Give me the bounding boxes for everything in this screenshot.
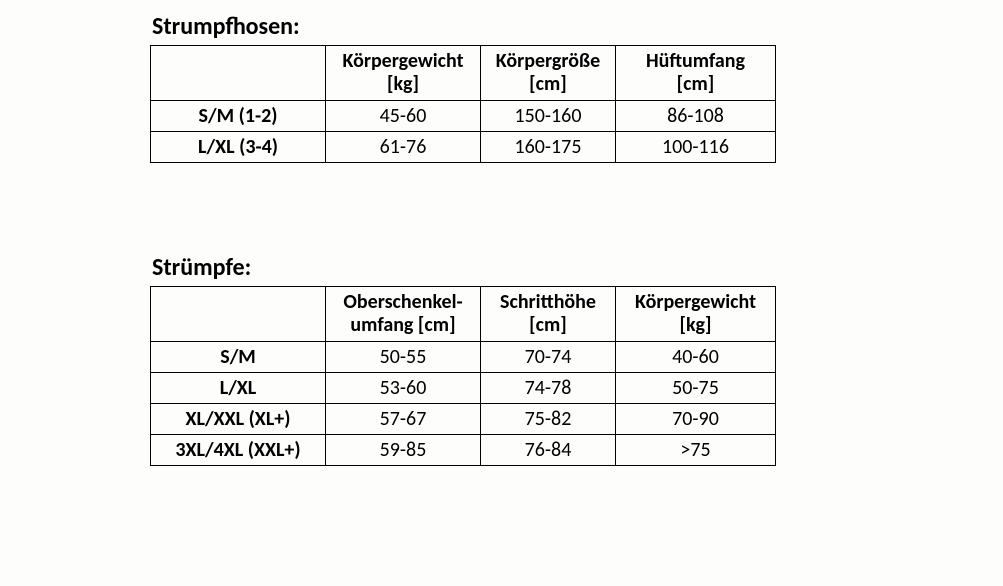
cell-value: 59-85 bbox=[326, 435, 481, 466]
cell-size: S/M bbox=[151, 342, 326, 373]
header-thigh: Oberschenkel- umfang [cm] bbox=[326, 287, 481, 342]
section-strumpfhosen: Strumpfhosen: Körpergewicht [kg] Körperg… bbox=[150, 12, 1003, 163]
table-row: L/XL (3-4) 61-76 160-175 100-116 bbox=[151, 132, 776, 163]
cell-value: 70-74 bbox=[481, 342, 616, 373]
cell-value: 45-60 bbox=[326, 101, 481, 132]
header-unit: [kg] bbox=[332, 73, 474, 96]
header-hip: Hüftumfang [cm] bbox=[616, 46, 776, 101]
title-struempfe: Strümpfe: bbox=[152, 253, 1003, 282]
cell-value: 160-175 bbox=[481, 132, 616, 163]
header-text: Oberschenkel- bbox=[332, 291, 474, 314]
table-row: S/M (1-2) 45-60 150-160 86-108 bbox=[151, 101, 776, 132]
cell-size: XL/XXL (XL+) bbox=[151, 404, 326, 435]
header-unit: umfang [cm] bbox=[332, 314, 474, 337]
table-header-row: Körpergewicht [kg] Körpergröße [cm] Hüft… bbox=[151, 46, 776, 101]
cell-value: 86-108 bbox=[616, 101, 776, 132]
cell-value: >75 bbox=[616, 435, 776, 466]
cell-value: 70-90 bbox=[616, 404, 776, 435]
header-unit: [kg] bbox=[622, 314, 769, 337]
cell-size: L/XL (3-4) bbox=[151, 132, 326, 163]
header-inseam: Schritthöhe [cm] bbox=[481, 287, 616, 342]
header-weight: Körpergewicht [kg] bbox=[326, 46, 481, 101]
header-unit: [cm] bbox=[622, 73, 769, 96]
table-row: XL/XXL (XL+) 57-67 75-82 70-90 bbox=[151, 404, 776, 435]
cell-value: 150-160 bbox=[481, 101, 616, 132]
table-row: L/XL 53-60 74-78 50-75 bbox=[151, 373, 776, 404]
table-struempfe: Oberschenkel- umfang [cm] Schritthöhe [c… bbox=[150, 286, 776, 466]
header-blank bbox=[151, 287, 326, 342]
header-unit: [cm] bbox=[487, 314, 609, 337]
cell-value: 61-76 bbox=[326, 132, 481, 163]
page: Strumpfhosen: Körpergewicht [kg] Körperg… bbox=[0, 0, 1003, 586]
header-text: Körpergewicht bbox=[622, 291, 769, 314]
cell-value: 74-78 bbox=[481, 373, 616, 404]
cell-value: 75-82 bbox=[481, 404, 616, 435]
cell-value: 50-55 bbox=[326, 342, 481, 373]
table-strumpfhosen: Körpergewicht [kg] Körpergröße [cm] Hüft… bbox=[150, 45, 776, 163]
header-text: Körpergewicht bbox=[332, 50, 474, 73]
cell-value: 76-84 bbox=[481, 435, 616, 466]
title-strumpfhosen: Strumpfhosen: bbox=[152, 12, 1003, 41]
cell-value: 53-60 bbox=[326, 373, 481, 404]
header-text: Schritthöhe bbox=[487, 291, 609, 314]
cell-size: 3XL/4XL (XXL+) bbox=[151, 435, 326, 466]
header-text: Körpergröße bbox=[487, 50, 609, 73]
cell-size: S/M (1-2) bbox=[151, 101, 326, 132]
table-row: S/M 50-55 70-74 40-60 bbox=[151, 342, 776, 373]
header-weight: Körpergewicht [kg] bbox=[616, 287, 776, 342]
header-height: Körpergröße [cm] bbox=[481, 46, 616, 101]
header-unit: [cm] bbox=[487, 73, 609, 96]
header-text: Hüftumfang bbox=[622, 50, 769, 73]
section-struempfe: Strümpfe: Oberschenkel- umfang [cm] Schr… bbox=[150, 253, 1003, 466]
cell-value: 40-60 bbox=[616, 342, 776, 373]
cell-value: 57-67 bbox=[326, 404, 481, 435]
table-row: 3XL/4XL (XXL+) 59-85 76-84 >75 bbox=[151, 435, 776, 466]
cell-size: L/XL bbox=[151, 373, 326, 404]
header-blank bbox=[151, 46, 326, 101]
cell-value: 100-116 bbox=[616, 132, 776, 163]
cell-value: 50-75 bbox=[616, 373, 776, 404]
table-header-row: Oberschenkel- umfang [cm] Schritthöhe [c… bbox=[151, 287, 776, 342]
